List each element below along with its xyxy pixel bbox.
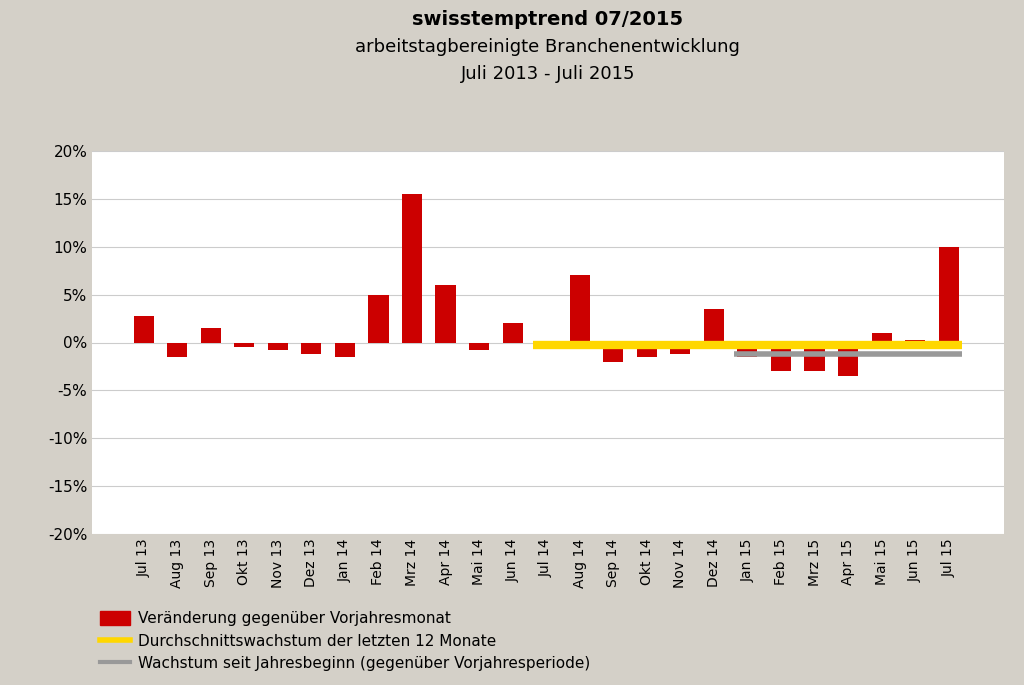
Bar (939, 247, 958, 342)
Bar (503, 323, 522, 342)
Bar (234, 342, 254, 347)
Bar (267, 342, 288, 350)
Bar (671, 342, 690, 354)
Bar (369, 295, 388, 342)
Bar (335, 342, 355, 357)
Bar (637, 342, 656, 357)
Bar (703, 309, 724, 342)
Bar (905, 340, 926, 342)
Text: Juli 2013 - Juli 2015: Juli 2013 - Juli 2015 (461, 65, 635, 83)
Bar (737, 342, 758, 357)
Bar (167, 342, 187, 357)
Text: arbeitstagbereinigte Branchenentwicklung: arbeitstagbereinigte Branchenentwicklung (355, 38, 740, 55)
Bar (133, 316, 154, 342)
Bar (402, 194, 422, 342)
Bar (201, 328, 221, 342)
Bar (871, 333, 892, 342)
Bar (301, 342, 322, 354)
Bar (537, 342, 556, 347)
Bar (805, 342, 824, 371)
Bar (838, 342, 858, 376)
Text: swisstemptrend 07/2015: swisstemptrend 07/2015 (413, 10, 683, 29)
Bar (771, 342, 791, 371)
Legend: Veränderung gegenüber Vorjahresmonat, Durchschnittswachstum der letzten 12 Monat: Veränderung gegenüber Vorjahresmonat, Du… (99, 611, 590, 671)
Bar (603, 342, 624, 362)
Bar (435, 285, 456, 342)
Bar (469, 342, 489, 350)
Bar (569, 275, 590, 342)
